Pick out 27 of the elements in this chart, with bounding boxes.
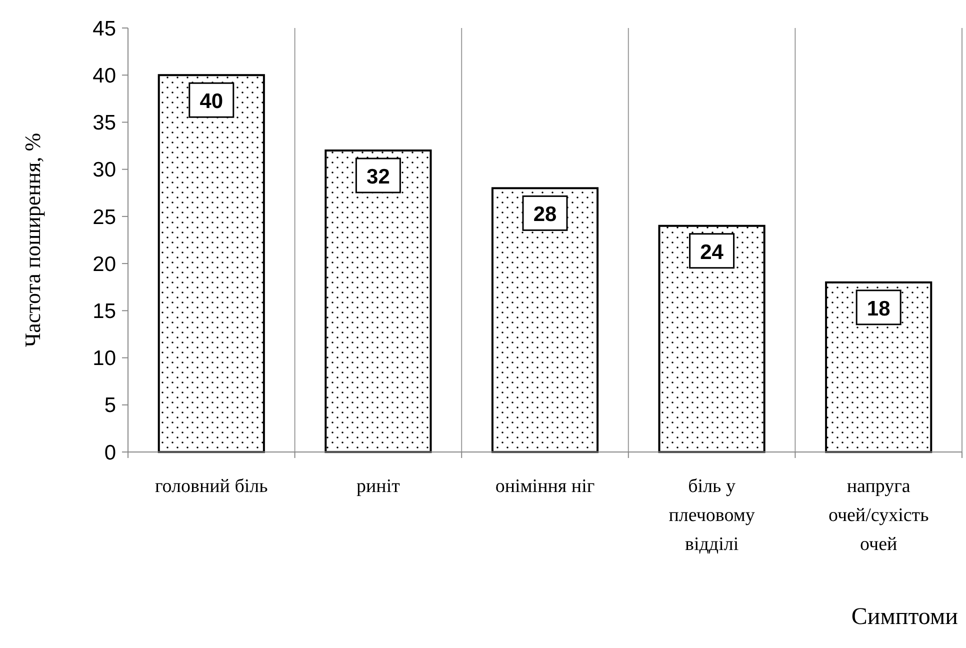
y-axis-title: Частота поширення, % — [20, 132, 45, 348]
bar — [324, 149, 432, 453]
data-label: 40 — [200, 90, 224, 114]
data-label: 24 — [700, 240, 724, 264]
x-tick-label: оніміння ніг — [495, 476, 595, 497]
x-axis-title: Симптоми — [851, 604, 958, 630]
data-label: 32 — [366, 165, 390, 188]
y-tick-label: 10 — [92, 347, 116, 370]
x-tick-label: риніт — [356, 476, 401, 497]
bar — [158, 74, 265, 453]
y-tick-label: 40 — [92, 64, 116, 88]
x-tick-label: головний біль — [154, 476, 268, 497]
y-tick-label: 30 — [92, 158, 116, 182]
bar — [825, 281, 932, 453]
data-label: 28 — [533, 203, 557, 226]
x-tick-label: напруга очей/сухість очей — [828, 476, 930, 555]
y-tick-label: 15 — [92, 300, 116, 324]
y-tick-label: 5 — [104, 394, 116, 418]
bar — [658, 224, 766, 453]
y-tick-label: 20 — [92, 252, 116, 276]
x-tick-label: біль у плечовому відділі — [668, 476, 756, 555]
bar — [491, 187, 599, 453]
y-tick-label: 0 — [104, 441, 116, 464]
y-tick-label: 25 — [92, 206, 116, 229]
data-label: 18 — [866, 297, 891, 320]
y-tick-label: 35 — [92, 112, 116, 135]
y-tick-label: 45 — [92, 17, 116, 40]
